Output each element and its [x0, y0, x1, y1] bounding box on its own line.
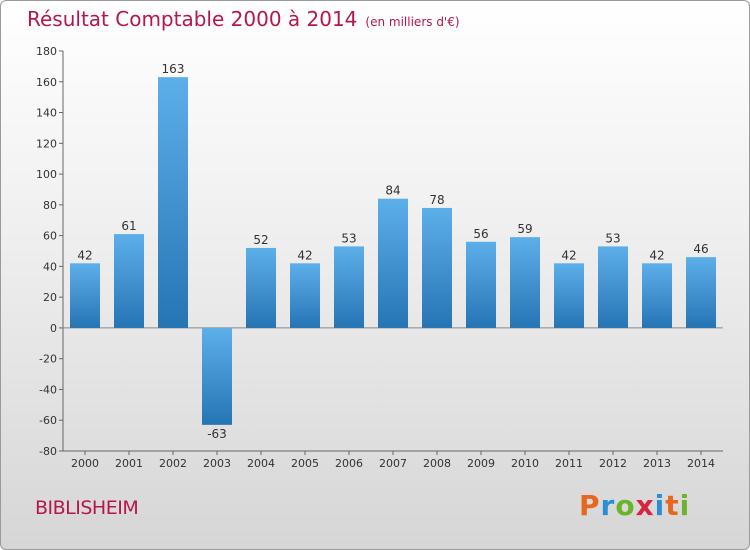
bars: [70, 77, 716, 425]
title-text: Résultat Comptable 2000 à 2014: [27, 7, 358, 31]
y-tick-label: 160: [36, 76, 57, 89]
y-tick-label: 40: [43, 260, 57, 273]
y-tick-label: 140: [36, 107, 57, 120]
commune-name: BIBLISHEIM: [35, 497, 139, 519]
data-label: 59: [517, 222, 532, 236]
data-label: 84: [385, 184, 400, 198]
y-tick-label: -40: [39, 383, 57, 396]
y-tick-label: 60: [43, 230, 57, 243]
bar: [642, 263, 672, 328]
bar: [334, 246, 364, 328]
bar: [378, 198, 408, 328]
x-tick-label: 2007: [379, 457, 407, 470]
logo-letter: i: [654, 489, 666, 522]
bar: [246, 247, 276, 328]
data-label: 42: [77, 248, 92, 262]
data-label: 52: [253, 233, 268, 247]
logo-letter: r: [600, 489, 616, 522]
x-tick-label: 2001: [115, 457, 143, 470]
logo-letter: x: [635, 489, 655, 522]
y-tick-label: -60: [39, 414, 57, 427]
data-label: 42: [297, 248, 312, 262]
logo-letter: o: [615, 489, 636, 522]
bar: [290, 263, 320, 328]
y-tick-label: 0: [50, 322, 57, 335]
data-label: 163: [162, 62, 185, 76]
data-label: 56: [473, 227, 488, 241]
bar: [70, 263, 100, 328]
proxiti-logo[interactable]: Proxiti: [579, 489, 690, 522]
bar: [466, 241, 496, 328]
bar: [114, 234, 144, 328]
data-label: -63: [207, 427, 227, 441]
data-label: 46: [693, 242, 708, 256]
x-tick-label: 2002: [159, 457, 187, 470]
logo-letter: t: [665, 489, 680, 522]
x-tick-label: 2005: [291, 457, 319, 470]
x-tick-label: 2008: [423, 457, 451, 470]
bar: [510, 237, 540, 328]
data-label: 53: [341, 231, 356, 245]
logo-letter: P: [579, 489, 601, 522]
x-tick-label: 2009: [467, 457, 495, 470]
y-tick-label: 100: [36, 168, 57, 181]
x-tick-label: 2014: [687, 457, 715, 470]
data-label: 78: [429, 193, 444, 207]
x-tick-label: 2006: [335, 457, 363, 470]
x-tick-label: 2003: [203, 457, 231, 470]
chart-title: Résultat Comptable 2000 à 2014 (en millie…: [27, 7, 460, 31]
y-tick-label: 80: [43, 199, 57, 212]
axes: -80 -60 -40 -20 0 20 40 60 80 100 120 140 160 180 2000…: [36, 45, 723, 470]
bar: [158, 77, 188, 328]
x-tick-label: 2012: [599, 457, 627, 470]
bar: [598, 246, 628, 328]
bar: [554, 263, 584, 328]
y-tick-label: 180: [36, 45, 57, 58]
data-label: 61: [121, 219, 136, 233]
x-tick-label: 2013: [643, 457, 671, 470]
data-label: 42: [561, 248, 576, 262]
y-tick-label: 120: [36, 137, 57, 150]
x-tick-label: 2011: [555, 457, 583, 470]
y-tick-label: -80: [39, 445, 57, 458]
data-labels: 42 61 163 -63 52 42 53 84 78 56 59 42 53 42 46: [77, 62, 708, 441]
logo-letter: i: [679, 489, 691, 522]
y-tick-label: 20: [43, 291, 57, 304]
bar: [422, 207, 452, 328]
data-label: 42: [649, 248, 664, 262]
y-tick-label: -20: [39, 353, 57, 366]
data-label: 53: [605, 231, 620, 245]
bar: [686, 257, 716, 328]
unit-note: (en milliers d'€): [365, 15, 460, 29]
bar: [202, 327, 232, 425]
x-tick-label: 2000: [71, 457, 99, 470]
x-tick-label: 2010: [511, 457, 539, 470]
x-tick-label: 2004: [247, 457, 275, 470]
